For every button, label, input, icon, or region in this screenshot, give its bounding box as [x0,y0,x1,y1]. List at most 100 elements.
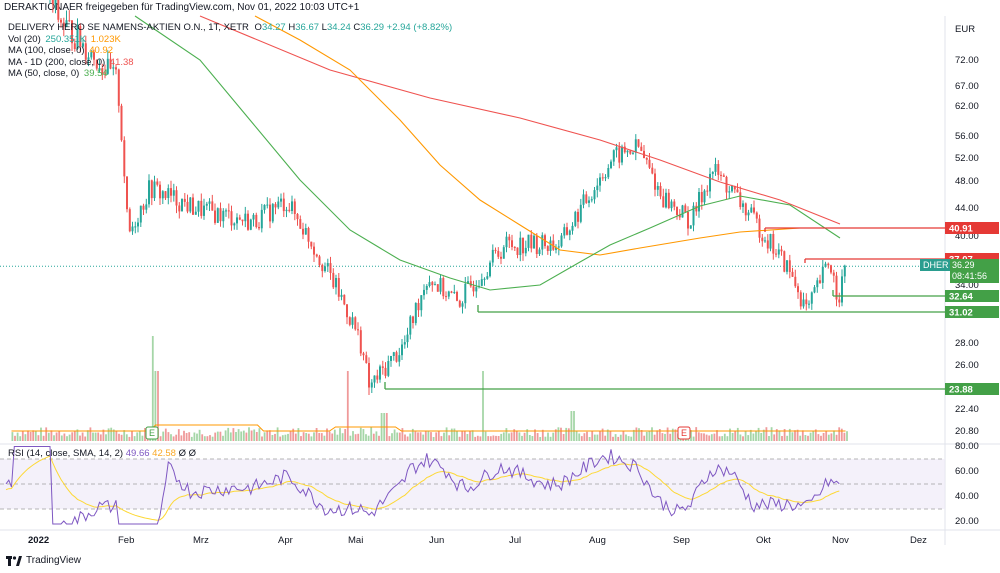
volume-bar [500,433,503,441]
candle-body [76,26,79,49]
candle-body [142,205,145,210]
volume-bar [120,434,123,441]
volume-bar [32,430,35,441]
footer: TradingView [6,555,81,566]
volume-bar [822,433,825,441]
time-tick-label: Dez [910,535,927,546]
candle-body [203,205,205,216]
rsi-value: 49.66 [125,448,150,459]
candle-body [95,59,98,69]
candle-body [186,201,189,212]
candle-body [282,198,285,212]
candle-body [428,282,431,286]
candle-body [164,191,167,199]
candle-body [841,276,843,303]
candle-body [711,172,714,174]
volume-bar [526,429,529,441]
candle-body [62,22,65,27]
volume-bar [744,430,747,441]
volume-bar [778,430,781,441]
volume-bar [60,435,63,441]
candle-body [786,260,788,272]
volume-bar [762,429,765,441]
volume-bar [643,435,646,441]
volume-bar [240,431,243,441]
volume-bar [729,428,731,441]
volume-bar [414,431,417,441]
volume-bar [89,427,92,441]
volume-bar [71,432,74,441]
volume-bar [105,434,107,441]
volume-bar [276,427,279,441]
volume-bar [788,428,791,441]
rsi-tick-label: 60.00 [955,466,979,477]
volume-bar [133,436,136,441]
volume-bar [302,432,305,441]
candle-body [552,240,555,250]
volume-bar [315,428,318,441]
candle-body [420,295,423,311]
volume-bar [131,431,133,441]
candle-body [370,382,373,388]
candle-body [764,240,766,242]
volume-bar [141,435,144,441]
candle-body [337,278,340,297]
volume-bar [523,432,526,441]
volume-bar [648,431,651,441]
volume-bar [370,427,373,441]
volume-bar [794,430,796,441]
volume-bar [749,429,752,441]
volume-bar [645,431,648,441]
volume-bar [838,427,841,441]
candle-body [68,20,71,22]
volume-bar [27,430,29,441]
rsi-extra-1: Ø [178,448,186,459]
volume-bar [289,431,292,441]
volume-bar [708,435,711,441]
volume-bar [635,427,638,441]
candle-body [491,249,494,263]
candle-body [263,204,266,210]
candle-body [90,52,93,58]
candle-body [65,20,68,27]
volume-bar [830,433,833,441]
volume-bar [162,431,165,441]
ma100-value: 40.92 [89,45,113,56]
volume-bar [341,433,344,441]
volume-bar [482,371,484,441]
candle-body [335,278,337,288]
candle-body [271,204,274,222]
candle-body [541,235,544,250]
time-tick-label: Apr [278,535,293,546]
candle-body [590,199,593,201]
volume-bar [196,433,198,441]
volume-bar [92,432,94,441]
candle-body [546,246,549,251]
volume-bar [128,436,131,441]
volume-bar [549,436,552,441]
candle-body [266,204,269,206]
volume-bar [107,428,110,441]
volume-bar [326,428,328,441]
candle-body [692,205,695,226]
volume-bar [419,432,422,441]
time-tick-label: Jul [509,535,521,546]
candle-body [296,214,299,220]
candle-body [780,249,783,252]
tradingview-logo-icon [6,555,22,566]
candle-body [106,58,109,74]
volume-bar [391,433,393,441]
volume-bar [666,427,669,441]
volume-bar [450,428,453,441]
volume-bar [37,435,40,441]
time-tick-label: Feb [118,535,134,546]
volume-bar [783,429,786,441]
volume-bar [222,435,224,441]
vol-label: Vol (20) [8,33,41,45]
volume-bar [528,435,531,441]
candle-body [181,198,183,212]
volume-bar [352,431,354,441]
candle-body [648,159,651,168]
candle-body [766,240,769,249]
